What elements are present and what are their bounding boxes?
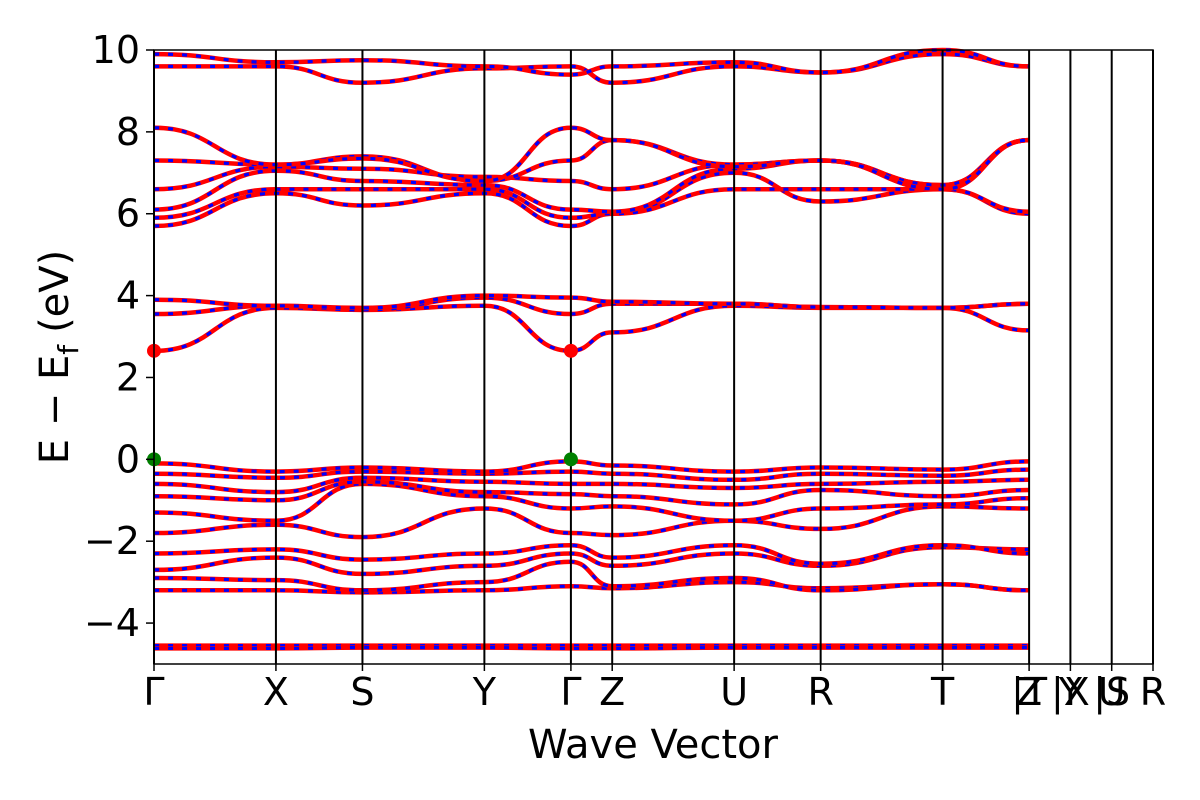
x-tick-label: S: [350, 670, 374, 714]
y-tick-label: 2: [116, 355, 140, 399]
x-axis-title: Wave Vector: [528, 722, 779, 768]
y-tick-label: 6: [116, 192, 140, 236]
plot-frame: [153, 49, 1154, 665]
y-tick-label: 10: [92, 28, 140, 72]
y-axis-title-subscript: f: [52, 344, 85, 355]
band-spin-up: [153, 170, 1030, 229]
y-tick-label: −4: [84, 601, 140, 645]
band-spin-down: [153, 126, 1030, 191]
y-axis-title-main: E − E: [32, 355, 78, 465]
band-spin-up: [153, 504, 1030, 540]
band-spin-down: [153, 187, 1030, 220]
bands-layer: [153, 47, 1030, 651]
y-tick-label: −2: [84, 519, 140, 563]
x-tick-label: U: [720, 670, 748, 714]
x-tick-label: |S: [1093, 670, 1130, 715]
band-extremum-marker: [563, 343, 578, 358]
band-spin-down: [153, 476, 1030, 494]
band-extremum-marker: [563, 452, 578, 467]
x-tick-label: R: [1140, 670, 1166, 714]
y-tick-label: 4: [116, 274, 140, 318]
extrema-markers: [147, 343, 578, 467]
y-axis-title-unit: (eV): [32, 250, 78, 333]
x-tick-label: Γ: [143, 670, 164, 714]
x-tick-label: Y: [472, 670, 497, 714]
band-spin-down: [153, 293, 1030, 310]
band-spin-down: [153, 480, 1030, 507]
x-ticks: Γ X S Y Γ Z U R T Z|T Y|X U|S R: [143, 664, 1166, 715]
band-spin-down: [154, 52, 1030, 85]
band-spin-up: [153, 559, 1030, 593]
band-spin-down: [153, 482, 1030, 523]
band-spin-down: [153, 459, 1030, 474]
y-ticks: −4 −2 0 2 4 6 8 10: [84, 28, 154, 645]
x-tick-label: |T: [1011, 670, 1048, 715]
y-axis-title: E − Ef (eV): [32, 250, 85, 465]
band-spin-down: [153, 468, 1030, 482]
x-tick-label: T: [930, 670, 955, 714]
x-tick-label: Z: [599, 670, 625, 714]
x-tick-label: U: [1098, 670, 1126, 714]
x-tick-label: Γ: [560, 670, 581, 714]
x-tick-label: Z: [1016, 670, 1042, 714]
x-tick-label: Y: [1058, 670, 1083, 714]
band-spin-up: [153, 543, 1030, 566]
plot-background: [154, 50, 1153, 664]
band-spin-down: [153, 545, 1030, 576]
x-tick-label: R: [807, 670, 833, 714]
band-spin-down: [153, 645, 1030, 651]
x-tick-label: X: [263, 670, 289, 714]
band-spin-up: [153, 47, 1030, 77]
y-tick-label: 0: [116, 437, 140, 481]
y-tick-label: 8: [116, 110, 140, 154]
x-tick-label: |X: [1051, 670, 1090, 715]
band-spin-down: [153, 138, 1030, 191]
